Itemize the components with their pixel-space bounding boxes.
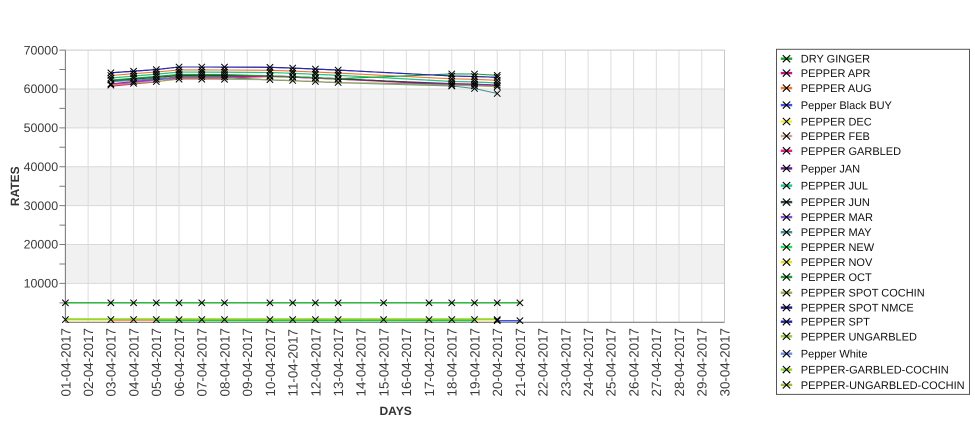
- svg-text:13-04-2017: 13-04-2017: [331, 328, 346, 397]
- svg-text:29-04-2017: 29-04-2017: [695, 328, 710, 397]
- svg-text:PEPPER NEW: PEPPER NEW: [801, 242, 875, 254]
- svg-text:10000: 10000: [24, 277, 59, 291]
- svg-text:PEPPER JUN: PEPPER JUN: [801, 197, 870, 209]
- svg-text:PEPPER JUL: PEPPER JUL: [801, 181, 868, 193]
- svg-text:02-04-2017: 02-04-2017: [81, 328, 96, 397]
- svg-text:03-04-2017: 03-04-2017: [104, 328, 119, 397]
- svg-text:16-04-2017: 16-04-2017: [399, 328, 414, 397]
- svg-text:DRY GINGER: DRY GINGER: [801, 54, 870, 66]
- svg-text:11-04-2017: 11-04-2017: [286, 329, 301, 397]
- svg-text:01-04-2017: 01-04-2017: [58, 328, 73, 397]
- svg-text:PEPPER MAY: PEPPER MAY: [801, 227, 872, 239]
- svg-text:15-04-2017: 15-04-2017: [376, 328, 391, 397]
- svg-text:Pepper JAN: Pepper JAN: [801, 163, 860, 175]
- svg-text:30000: 30000: [24, 199, 59, 213]
- svg-text:23-04-2017: 23-04-2017: [558, 328, 573, 397]
- svg-text:PEPPER FEB: PEPPER FEB: [801, 131, 870, 143]
- svg-text:PEPPER OCT: PEPPER OCT: [801, 272, 872, 284]
- svg-text:50000: 50000: [24, 121, 59, 135]
- svg-text:PEPPER APR: PEPPER APR: [801, 68, 871, 80]
- svg-text:20000: 20000: [24, 238, 59, 252]
- svg-text:10-04-2017: 10-04-2017: [263, 328, 278, 397]
- svg-text:24-04-2017: 24-04-2017: [581, 328, 596, 397]
- svg-text:06-04-2017: 06-04-2017: [172, 328, 187, 397]
- svg-text:21-04-2017: 21-04-2017: [513, 328, 528, 397]
- svg-text:14-04-2017: 14-04-2017: [354, 328, 369, 397]
- svg-text:PEPPER MAR: PEPPER MAR: [801, 212, 873, 224]
- svg-text:04-04-2017: 04-04-2017: [126, 328, 141, 397]
- svg-text:19-04-2017: 19-04-2017: [467, 328, 482, 397]
- svg-text:PEPPER NOV: PEPPER NOV: [801, 257, 873, 269]
- svg-text:08-04-2017: 08-04-2017: [217, 328, 232, 397]
- svg-text:20-04-2017: 20-04-2017: [490, 328, 505, 397]
- svg-text:30-04-2017: 30-04-2017: [717, 328, 732, 397]
- svg-text:PEPPER SPOT COCHIN: PEPPER SPOT COCHIN: [801, 288, 925, 300]
- svg-text:60000: 60000: [24, 82, 59, 96]
- svg-text:PEPPER-GARBLED-COCHIN: PEPPER-GARBLED-COCHIN: [801, 365, 949, 377]
- svg-text:PEPPER DEC: PEPPER DEC: [801, 117, 872, 129]
- svg-text:40000: 40000: [24, 160, 59, 174]
- svg-text:25-04-2017: 25-04-2017: [604, 328, 619, 397]
- svg-text:RATES: RATES: [8, 166, 22, 206]
- svg-text:09-04-2017: 09-04-2017: [240, 328, 255, 397]
- svg-text:18-04-2017: 18-04-2017: [445, 328, 460, 397]
- svg-text:05-04-2017: 05-04-2017: [149, 328, 164, 397]
- svg-text:70000: 70000: [24, 43, 59, 57]
- svg-text:DAYS: DAYS: [379, 404, 411, 418]
- svg-text:PEPPER SPT: PEPPER SPT: [801, 317, 870, 329]
- svg-text:22-04-2017: 22-04-2017: [536, 328, 551, 397]
- svg-text:12-04-2017: 12-04-2017: [308, 328, 323, 397]
- svg-text:PEPPER UNGARBLED: PEPPER UNGARBLED: [801, 331, 917, 343]
- svg-text:27-04-2017: 27-04-2017: [649, 328, 664, 397]
- svg-text:26-04-2017: 26-04-2017: [626, 328, 641, 397]
- svg-text:28-04-2017: 28-04-2017: [672, 328, 687, 397]
- svg-text:PEPPER AUG: PEPPER AUG: [801, 83, 872, 95]
- svg-text:07-04-2017: 07-04-2017: [195, 328, 210, 397]
- svg-text:Pepper White: Pepper White: [801, 349, 868, 361]
- svg-text:PEPPER SPOT NMCE: PEPPER SPOT NMCE: [801, 303, 914, 315]
- svg-text:PEPPER-UNGARBLED-COCHIN: PEPPER-UNGARBLED-COCHIN: [801, 380, 965, 392]
- svg-text:17-04-2017: 17-04-2017: [422, 328, 437, 397]
- svg-text:Pepper Black BUY: Pepper Black BUY: [801, 100, 893, 112]
- svg-text:PEPPER GARBLED: PEPPER GARBLED: [801, 146, 901, 158]
